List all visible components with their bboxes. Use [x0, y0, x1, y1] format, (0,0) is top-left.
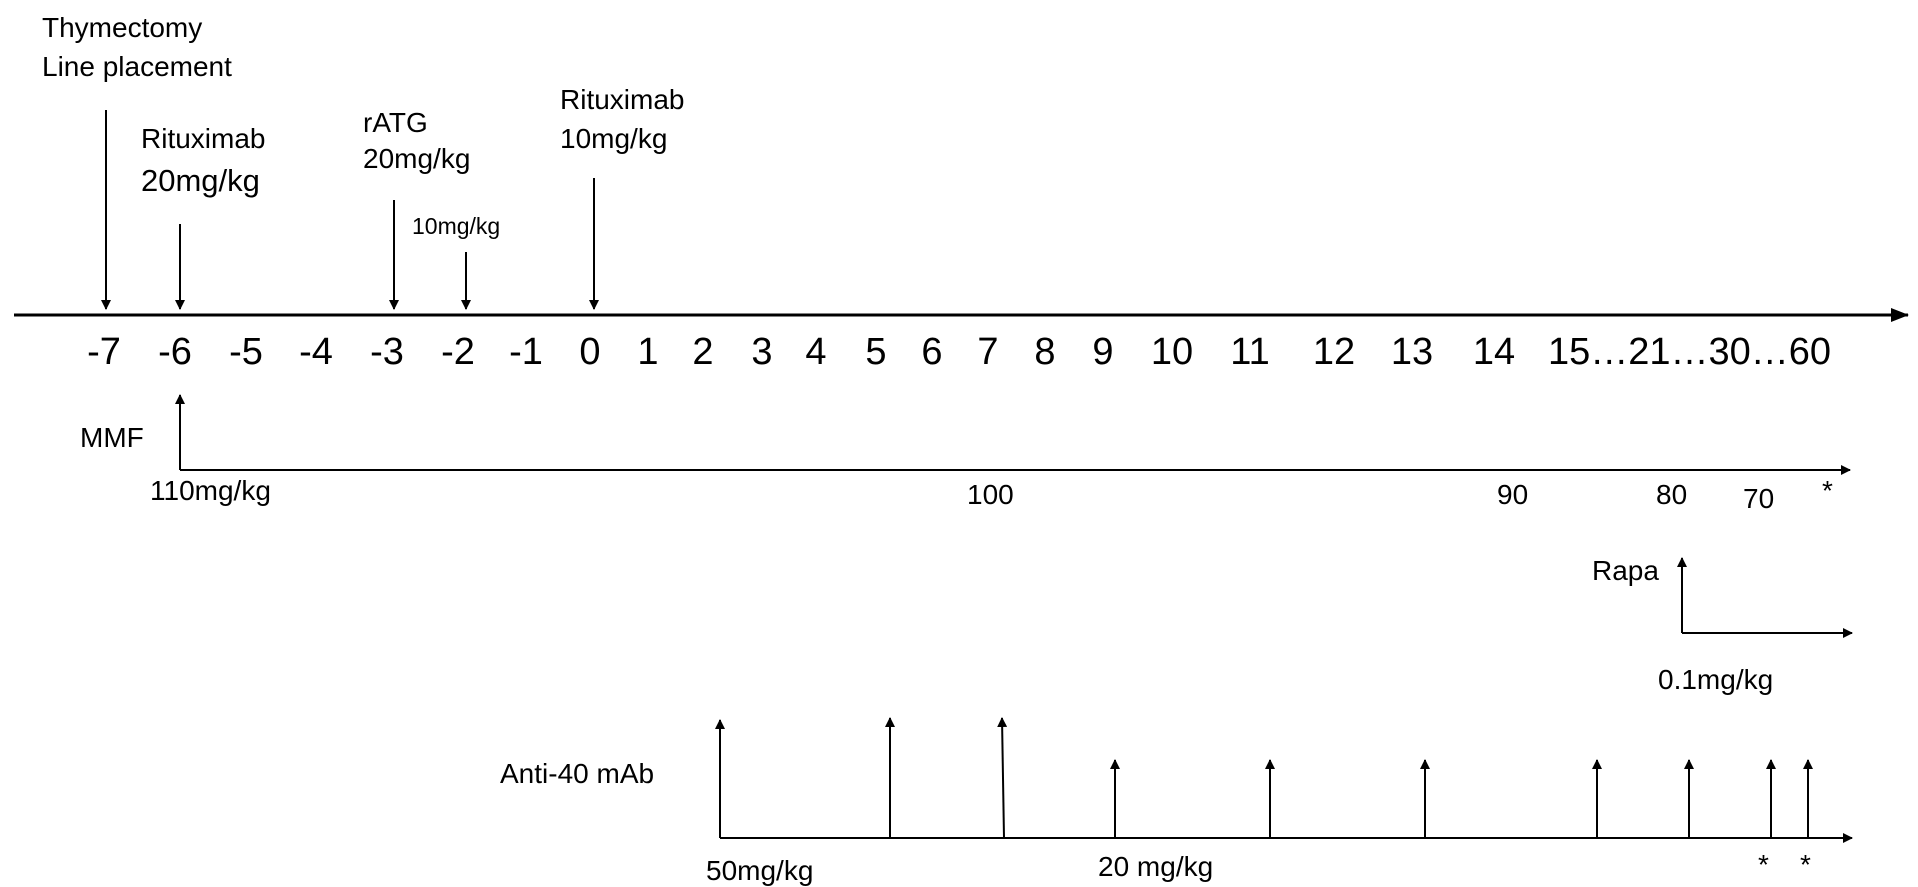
day-tick-label: 5	[865, 331, 886, 373]
day-tick-label: 12	[1313, 331, 1355, 373]
rituximab-20-dose: 20mg/kg	[141, 163, 260, 198]
day-tick-label: 6	[921, 331, 942, 373]
rituximab-10-dose: 10mg/kg	[560, 123, 667, 154]
day-tick-label: -3	[370, 331, 404, 373]
thymectomy-label: Thymectomy	[42, 12, 202, 43]
day-tick-label: 0	[579, 331, 600, 373]
rituximab-10-name: Rituximab	[560, 84, 684, 115]
day-tick-label: -1	[509, 331, 543, 373]
anti40-dose-arrow	[997, 717, 1008, 839]
day-tick-label: -7	[87, 331, 121, 373]
anti40-later-dose: 20 mg/kg	[1098, 851, 1213, 882]
day-tick-label: 9	[1092, 331, 1113, 373]
ratg-10-dose: 10mg/kg	[412, 213, 500, 239]
line-placement-label: Line placement	[42, 51, 232, 82]
day-tick-label: -2	[441, 331, 475, 373]
day-tick-label: 11	[1230, 331, 1269, 373]
anti40-mark-2: *	[1800, 849, 1811, 880]
day-tick-label: 13	[1391, 331, 1433, 373]
mmf-dose-90: 90	[1497, 479, 1528, 510]
mmf-dose-100: 100	[967, 479, 1014, 510]
ratg-name: rATG	[363, 107, 428, 138]
day-tick-label: 4	[805, 331, 826, 373]
day-tick-label: 2	[692, 331, 713, 373]
mmf-dose-80: 80	[1656, 479, 1687, 510]
day-tick-label: -6	[158, 331, 192, 373]
day-tick-label: 3	[751, 331, 772, 373]
day-tick-label: -5	[229, 331, 263, 373]
day-tick-label: 7	[977, 331, 998, 373]
rapa-label: Rapa	[1592, 555, 1659, 586]
day-tick-label: 8	[1034, 331, 1055, 373]
anti40-label: Anti-40 mAb	[500, 758, 654, 789]
mmf-end-mark: *	[1822, 475, 1833, 506]
rituximab-20-name: Rituximab	[141, 123, 265, 154]
rapa-dose: 0.1mg/kg	[1658, 664, 1773, 695]
mmf-start-dose: 110mg/kg	[150, 475, 271, 506]
anti40-mark-1: *	[1758, 849, 1769, 880]
day-tick-tail-label: 15…21…30…60	[1548, 331, 1831, 373]
day-tick-label: 10	[1151, 331, 1193, 373]
ratg-20-dose: 20mg/kg	[363, 143, 470, 174]
anti40-start-dose: 50mg/kg	[706, 855, 813, 886]
day-tick-label: 14	[1473, 331, 1515, 373]
day-tick-label: 1	[637, 331, 658, 373]
mmf-dose-70: 70	[1743, 483, 1774, 514]
day-tick-labels: -7 -6 -5 -4 -3 -2 -1 0 1 2 3 4 5 6 7 8 9 10 11 12 13 14 15…21……	[87, 331, 1831, 373]
mmf-label: MMF	[80, 422, 144, 453]
day-tick-label: -4	[299, 331, 333, 373]
